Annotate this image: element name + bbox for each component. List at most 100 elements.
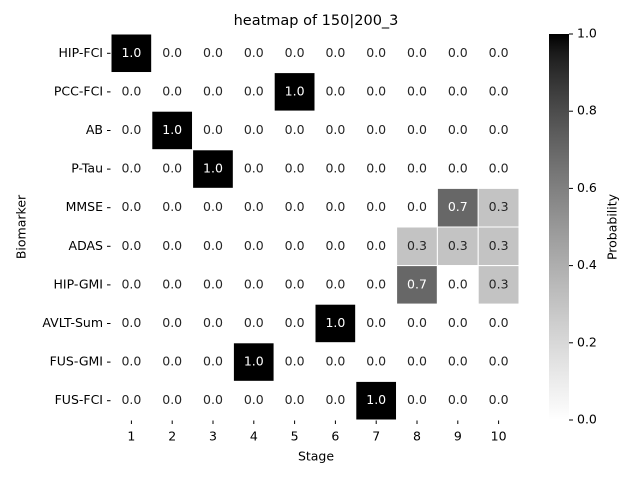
- y-tick-label: FUS-GMI: [50, 354, 103, 369]
- y-tick-label: ADAS: [69, 238, 104, 253]
- cell-label: 0.0: [448, 161, 468, 176]
- cell-label: 0.0: [325, 238, 345, 253]
- heatmap-cell: [110, 187, 153, 228]
- cell-label: 1.0: [285, 83, 305, 98]
- heatmap-cell: [396, 187, 438, 228]
- cell-label: 0.3: [489, 238, 509, 253]
- heatmap-cell: [232, 33, 275, 74]
- colorbar-tick-label: 0.6: [577, 180, 597, 195]
- cell-label: 0.0: [244, 238, 264, 253]
- cell-label: 0.0: [244, 276, 264, 291]
- heatmap-cell: [355, 380, 398, 421]
- cell-label: 0.0: [489, 45, 509, 60]
- heatmap-cell: [436, 380, 479, 421]
- heatmap-cell: [273, 110, 316, 151]
- cell-label: 0.0: [203, 45, 223, 60]
- heatmap-cell: [477, 72, 520, 112]
- x-tick-label: 3: [209, 429, 217, 444]
- cell-label: 0.0: [244, 199, 264, 214]
- heatmap-cell: [436, 187, 479, 228]
- heatmap-cell: [192, 265, 234, 305]
- heatmap-cell: [151, 110, 194, 151]
- cell-label: 0.0: [489, 315, 509, 330]
- heatmap-cell: [232, 265, 275, 305]
- cell-label: 0.0: [203, 315, 223, 330]
- cell-label: 0.0: [244, 315, 264, 330]
- cell-label: 0.0: [285, 45, 305, 60]
- cell-label: 0.0: [448, 83, 468, 98]
- cell-label: 0.0: [407, 83, 427, 98]
- cell-label: 0.0: [285, 392, 305, 407]
- cell-label: 1.0: [244, 354, 264, 369]
- heatmap-cell: [151, 33, 194, 74]
- heatmap-cell: [110, 342, 153, 382]
- cell-label: 1.0: [162, 122, 182, 137]
- x-axis-label: Stage: [298, 449, 334, 464]
- cell-label: 0.0: [203, 199, 223, 214]
- cell-label: 0.0: [162, 392, 182, 407]
- cell-label: 0.0: [489, 161, 509, 176]
- cell-label: 0.0: [121, 276, 141, 291]
- cell-label: 0.0: [162, 276, 182, 291]
- cell-label: 0.0: [325, 354, 345, 369]
- heatmap-cell: [110, 149, 153, 189]
- cell-label: 0.0: [285, 199, 305, 214]
- cell-label: 1.0: [203, 161, 223, 176]
- heatmap-cell: [396, 380, 438, 421]
- y-tick-label: HIP-FCI: [59, 45, 103, 60]
- cell-label: 0.0: [366, 238, 386, 253]
- heatmap-cell: [192, 380, 234, 421]
- heatmap-cell: [273, 226, 316, 267]
- cell-label: 0.0: [325, 45, 345, 60]
- cell-label: 0.0: [203, 122, 223, 137]
- cell-label: 0.0: [448, 276, 468, 291]
- y-tick-label: AB: [86, 122, 103, 137]
- x-tick-label: 5: [291, 429, 299, 444]
- heatmap-cell: [151, 303, 194, 344]
- cell-label: 1.0: [325, 315, 345, 330]
- heatmap-cell: [396, 265, 438, 305]
- x-tick-label: 9: [454, 429, 462, 444]
- cell-label: 0.0: [203, 354, 223, 369]
- heatmap-cell: [151, 72, 194, 112]
- heatmap-cell: [477, 342, 520, 382]
- x-tick-label: 4: [250, 429, 258, 444]
- heatmap-cell: [192, 303, 234, 344]
- cell-label: 0.0: [162, 83, 182, 98]
- cell-label: 0.0: [121, 199, 141, 214]
- y-tick-label: MMSE: [66, 199, 104, 214]
- heatmap-cell: [110, 380, 153, 421]
- cell-label: 0.7: [448, 199, 468, 214]
- cell-label: 0.0: [448, 392, 468, 407]
- cell-label: 0.0: [407, 122, 427, 137]
- heatmap-cell: [110, 265, 153, 305]
- cell-label: 0.0: [448, 45, 468, 60]
- cell-label: 0.0: [244, 83, 264, 98]
- colorbar-tick-label: 1.0: [577, 26, 597, 41]
- cell-label: 0.0: [325, 392, 345, 407]
- heatmap-cell: [151, 342, 194, 382]
- cell-label: 0.7: [407, 276, 427, 291]
- cell-label: 0.0: [162, 161, 182, 176]
- heatmap-cell: [477, 149, 520, 189]
- cell-label: 0.0: [325, 161, 345, 176]
- cell-label: 0.0: [407, 315, 427, 330]
- heatmap-cell: [151, 380, 194, 421]
- heatmap-cell: [273, 342, 316, 382]
- cell-label: 0.0: [407, 45, 427, 60]
- heatmap-cell: [355, 187, 398, 228]
- cell-label: 0.0: [121, 392, 141, 407]
- cell-label: 1.0: [366, 392, 386, 407]
- heatmap-cell: [232, 149, 275, 189]
- y-tick-label: P-Tau: [71, 161, 103, 176]
- colorbar-tick-label: 0.4: [577, 257, 597, 272]
- heatmap-cell: [355, 265, 398, 305]
- cell-label: 0.0: [366, 45, 386, 60]
- y-tick-label: AVLT-Sum: [42, 315, 103, 330]
- heatmap-cell: [192, 72, 234, 112]
- heatmap-cell: [314, 303, 357, 344]
- cell-label: 0.0: [448, 122, 468, 137]
- heatmap-cell: [110, 303, 153, 344]
- cell-label: 0.0: [407, 354, 427, 369]
- cell-label: 1.0: [121, 45, 141, 60]
